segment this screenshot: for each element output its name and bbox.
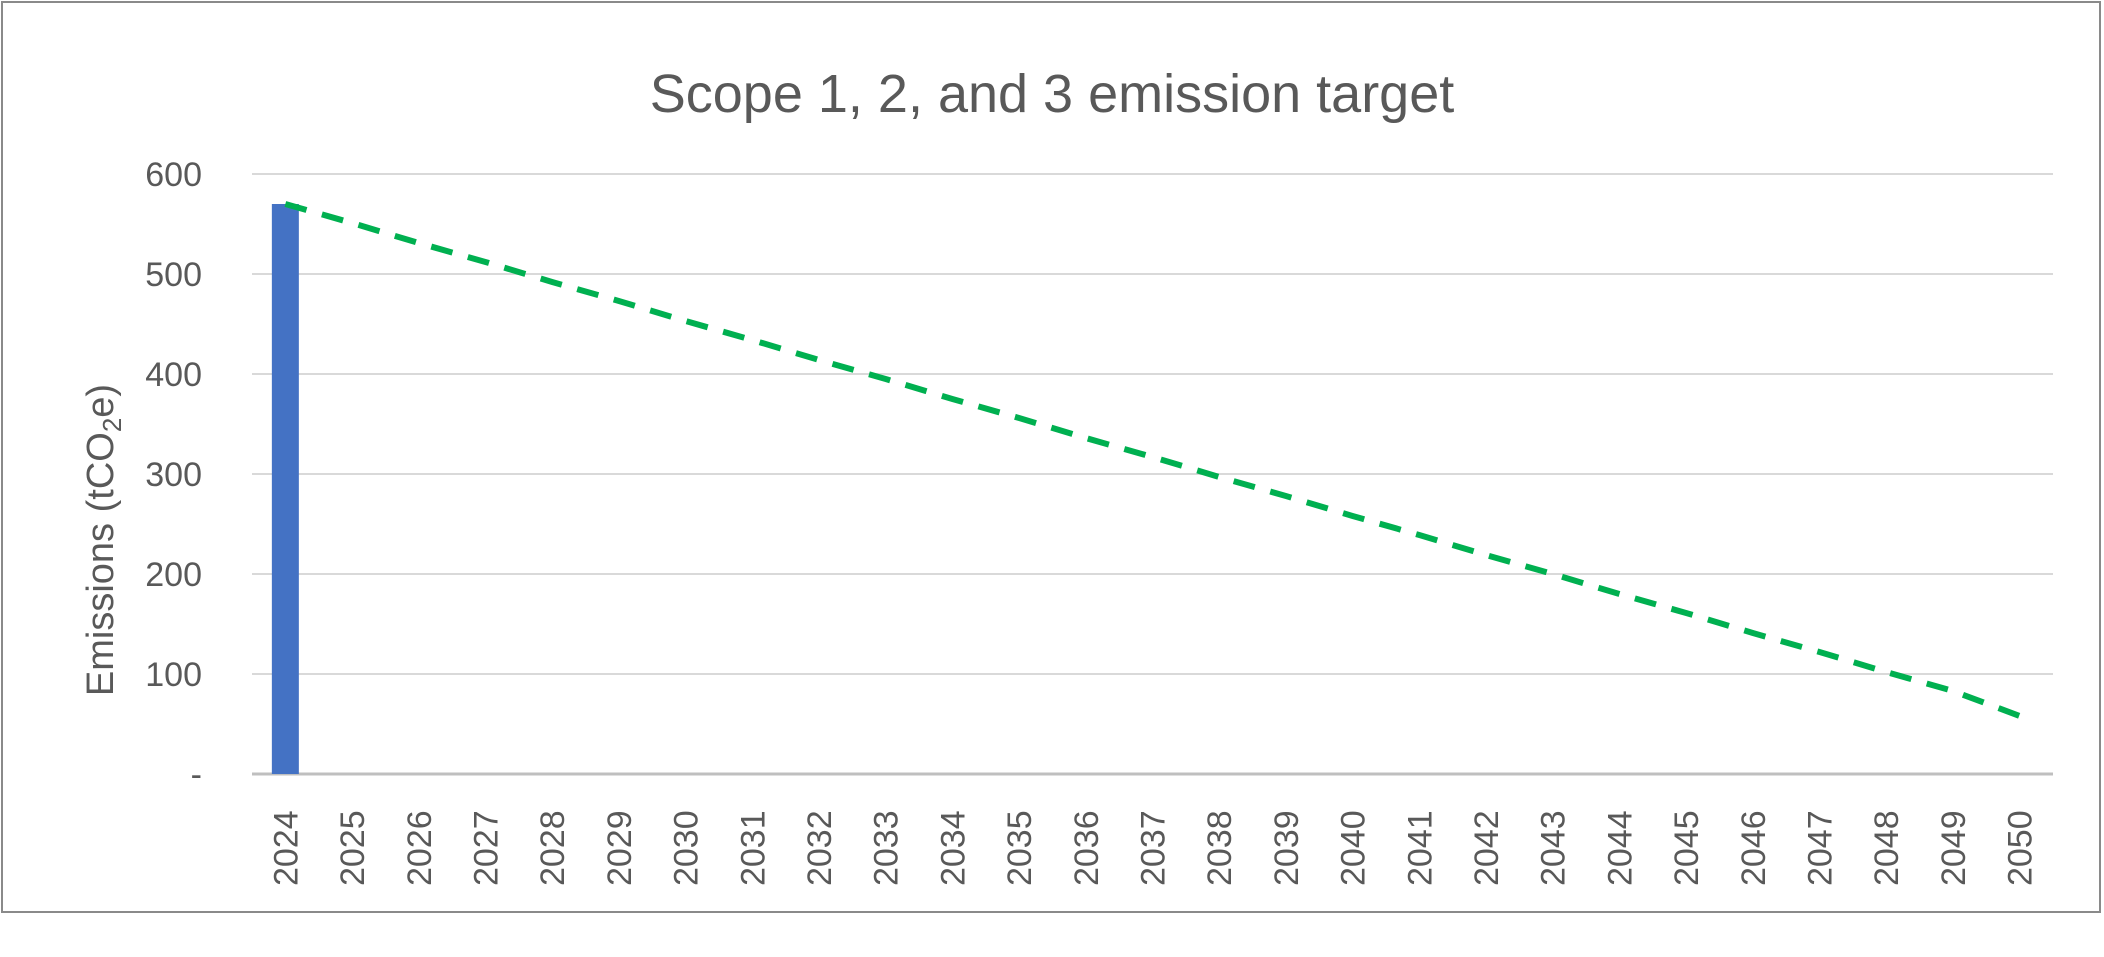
- x-tick-label: 2045: [1668, 810, 1706, 886]
- y-tick-label: 600: [145, 156, 202, 194]
- y-tick-label: 500: [145, 256, 202, 294]
- x-tick-label: 2033: [868, 810, 906, 886]
- chart-frame: [1, 1, 2101, 913]
- x-tick-label: 2035: [1001, 810, 1039, 886]
- x-tick-label: 2028: [534, 810, 572, 886]
- x-tick-label: 2042: [1468, 810, 1506, 886]
- y-tick-label: 100: [145, 656, 202, 694]
- x-tick-label: 2039: [1268, 810, 1306, 886]
- gridlines: [252, 173, 2053, 776]
- bar: [271, 204, 299, 774]
- target-line: [284, 201, 2021, 719]
- chart-title: Scope 1, 2, and 3 emission target: [650, 64, 1455, 124]
- y-axis-title-subscript: 2: [97, 418, 127, 432]
- x-tick-label: 2049: [1935, 810, 1973, 886]
- x-tick-label: 2032: [801, 810, 839, 886]
- y-tick-label: -: [191, 756, 202, 794]
- x-tick-label: 2036: [1068, 810, 1106, 886]
- x-axis-ticks: 2024 2025 2026 2027 2028 2029 2030 2031 2032 2033…: [267, 810, 2039, 886]
- x-tick-label: 2043: [1535, 810, 1573, 886]
- x-tick-label: 2031: [734, 810, 772, 886]
- bar-series: [271, 204, 299, 774]
- y-axis-title: Emissions (tCO2e): [80, 384, 127, 696]
- y-tick-label: 400: [145, 356, 202, 394]
- x-tick-label: 2047: [1802, 810, 1840, 886]
- x-tick-label: 2038: [1201, 810, 1239, 886]
- x-tick-label: 2041: [1401, 810, 1439, 886]
- target-line-series: [284, 201, 2021, 719]
- x-tick-label: 2037: [1135, 810, 1173, 886]
- y-axis-ticks: - 100 200 300 400 500 600: [145, 156, 202, 794]
- x-tick-label: 2027: [467, 810, 505, 886]
- x-tick-label: 2044: [1601, 810, 1639, 886]
- x-tick-label: 2025: [334, 810, 372, 886]
- x-tick-label: 2034: [934, 810, 972, 886]
- x-tick-label: 2024: [267, 810, 305, 886]
- x-tick-label: 2050: [2002, 810, 2040, 886]
- x-tick-label: 2029: [601, 810, 639, 886]
- x-tick-label: 2030: [668, 810, 706, 886]
- x-tick-label: 2026: [401, 810, 439, 886]
- x-tick-label: 2046: [1735, 810, 1773, 886]
- y-tick-label: 300: [145, 456, 202, 494]
- x-tick-label: 2048: [1868, 810, 1906, 886]
- y-axis-title-end: e): [80, 384, 122, 418]
- y-tick-label: 200: [145, 556, 202, 594]
- x-tick-label: 2040: [1335, 810, 1373, 886]
- y-axis-title-main: Emissions (tCO: [80, 432, 122, 696]
